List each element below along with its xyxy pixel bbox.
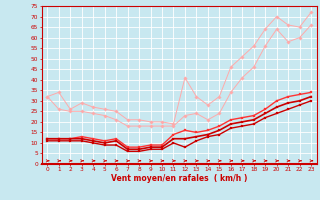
X-axis label: Vent moyen/en rafales  ( km/h ): Vent moyen/en rafales ( km/h ) bbox=[111, 174, 247, 183]
